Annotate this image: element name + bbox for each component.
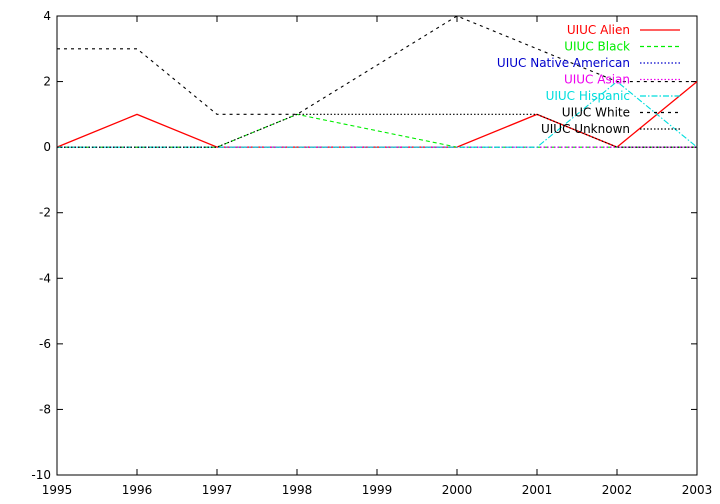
series-line-uiuc-unknown [57, 113, 697, 148]
y-tick-label: -6 [39, 337, 51, 351]
legend-label: UIUC White [562, 106, 630, 120]
series-line-uiuc-hispanic [57, 80, 698, 148]
x-tick-label: 2002 [602, 483, 633, 497]
y-tick-label: -8 [39, 402, 51, 416]
y-tick-label: 2 [43, 75, 51, 89]
series-lines [56, 15, 698, 148]
x-tick-label: 1996 [122, 483, 153, 497]
legend-label: UIUC Black [564, 40, 630, 54]
legend-label: UIUC Native American [497, 56, 630, 70]
x-tick-label: 2003 [682, 483, 713, 497]
y-tick-label: -10 [31, 468, 51, 482]
y-tick-label: 0 [43, 140, 51, 154]
x-tick-label: 1999 [362, 483, 393, 497]
x-tick-label: 1995 [42, 483, 73, 497]
y-tick-label: -2 [39, 206, 51, 220]
y-tick-label: 4 [43, 9, 51, 23]
y-tick-label: -4 [39, 271, 51, 285]
x-tick-label: 2001 [522, 483, 553, 497]
series-line-uiuc-white [57, 15, 697, 115]
x-tick-label: 2000 [442, 483, 473, 497]
axis-ticks: 1995 1996 1997 1998 1999 2000 2001 2002 2003 4 2 0 -… [31, 9, 712, 497]
legend-label: UIUC Alien [567, 23, 630, 37]
legend: UIUC Alien UIUC Black UIUC Native American… [497, 23, 680, 136]
legend-label: UIUC Unknown [541, 122, 630, 136]
x-tick-label: 1998 [282, 483, 313, 497]
x-tick-label: 1997 [202, 483, 233, 497]
legend-label: UIUC Asian [564, 73, 630, 87]
legend-label: UIUC Hispanic [546, 89, 630, 103]
